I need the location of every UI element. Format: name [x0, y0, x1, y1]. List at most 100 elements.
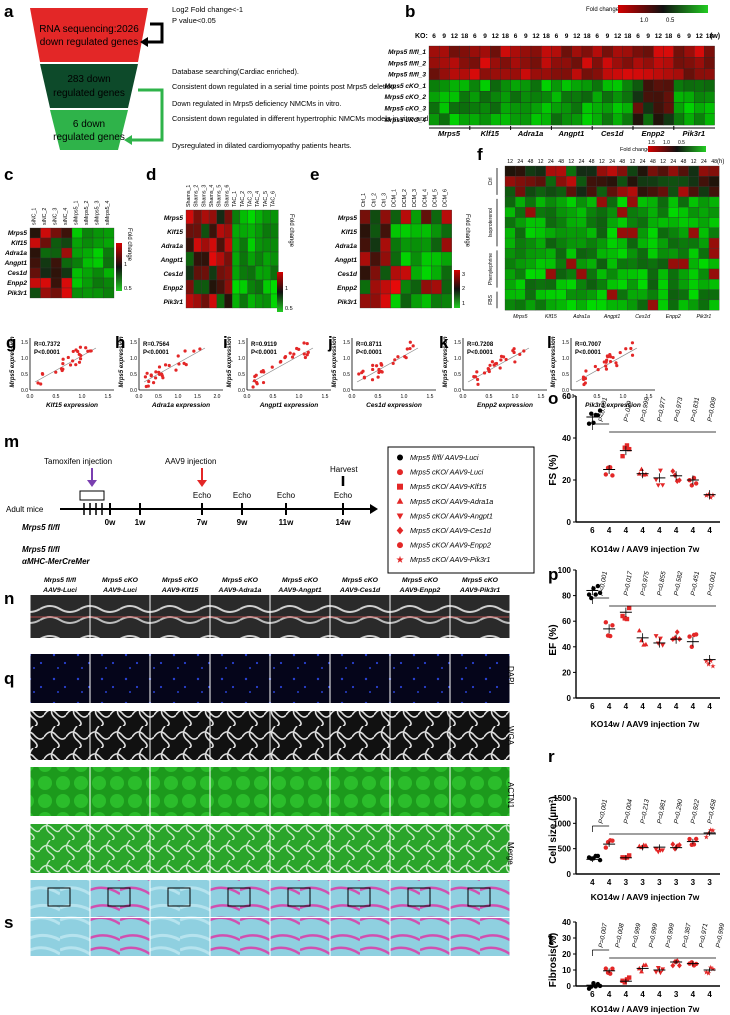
he-cell	[410, 237, 422, 253]
legend-group-6: Mrps5 cKO/ AAV9-Enpp2	[410, 541, 491, 550]
hb-cell	[428, 79, 440, 92]
corr-point	[377, 367, 381, 372]
hb-cell	[612, 68, 623, 81]
hf-cell	[637, 258, 648, 270]
hf-cell	[525, 196, 536, 208]
siriusred-zoom-image	[150, 918, 210, 956]
hf-cell	[576, 217, 587, 228]
he-cell	[441, 223, 452, 239]
corr-point	[393, 358, 397, 362]
he-cell	[380, 293, 391, 309]
he-legend-title: Fold change	[464, 214, 470, 248]
timeline-ticks: 0w 1w 7w 9w 11w 14w Echo Echo Echo Echo	[83, 491, 353, 527]
corr-ytick: 1.5	[130, 340, 137, 346]
hb-time-4: 6	[473, 33, 477, 40]
corr-point	[493, 362, 497, 366]
hf-cell	[668, 227, 679, 239]
hb-legend-t0: 1.0	[640, 18, 649, 24]
chart-xlabel: KO14w / AAV9 injection 7w	[591, 544, 700, 554]
hf-cell	[617, 268, 628, 280]
hf-cell	[708, 227, 720, 239]
wga-image	[450, 711, 510, 760]
hf-cell	[657, 176, 669, 187]
corr-point	[255, 380, 259, 385]
corr-r: R=0.9119	[251, 342, 278, 348]
hb-cell	[663, 91, 674, 103]
corr-point	[71, 349, 75, 354]
chart-point	[710, 966, 716, 972]
hb-cell	[632, 57, 644, 69]
hf-cell	[688, 237, 699, 249]
corr-point	[475, 377, 480, 382]
corr-point	[84, 346, 88, 350]
hf-group-0: Ctrl	[488, 178, 494, 186]
hf-time-12: 12	[630, 159, 636, 165]
dapi-image	[150, 654, 210, 703]
corr-point	[36, 381, 40, 385]
hb-cell	[459, 113, 470, 126]
hf-cell	[637, 237, 648, 249]
corr-point	[295, 346, 299, 351]
chart-point	[708, 494, 714, 500]
corr-point	[408, 340, 412, 344]
chart-n: 4	[657, 990, 662, 999]
img-col-header-l1-3: Mrps5 cKO	[222, 577, 259, 584]
hf-time-3: 12	[538, 159, 544, 165]
timeline-tick-5: 14w	[335, 518, 351, 527]
hb-cell	[490, 57, 501, 69]
hf-cell	[586, 268, 597, 280]
hb-cell	[530, 45, 542, 58]
hf-cell	[535, 268, 546, 280]
hc-row-4: Ces1d	[7, 270, 28, 277]
hf-cell	[515, 237, 526, 249]
hb-cell	[459, 102, 470, 114]
hf-time-10: 24	[609, 159, 615, 165]
hb-cell	[530, 91, 542, 103]
hf-cell	[504, 237, 516, 249]
hb-cell	[490, 79, 501, 92]
mouse2-label: Mrps5 fl/fl	[22, 545, 61, 554]
hc-legend-t1: 0.5	[124, 286, 132, 292]
corr-panel-k: k R=0.7208 P<0.0001 0.0 0.5 1.0 1.5 0.0 0.5 1.0 1.…	[439, 333, 547, 409]
corr-point	[261, 368, 265, 373]
hd-cell	[239, 293, 248, 309]
hf-cell	[627, 176, 638, 187]
corr-point	[499, 354, 504, 358]
hf-cell	[525, 289, 536, 301]
legend-marker-3	[396, 497, 404, 504]
chart-point	[703, 658, 710, 664]
corr-ytick: 0.0	[343, 388, 350, 394]
he-cell	[431, 251, 442, 267]
hf-cell	[647, 186, 659, 198]
corr-xtick: 1.0	[512, 394, 519, 400]
hf-cell	[525, 268, 536, 280]
hb-cell	[683, 113, 695, 126]
corr-point	[157, 365, 162, 369]
hb-cell	[520, 113, 532, 126]
hf-time-7: 24	[579, 159, 585, 165]
hf-cell	[708, 176, 720, 187]
corr-point	[608, 353, 612, 357]
corr-point	[362, 376, 367, 380]
chart-point	[636, 627, 642, 633]
siriusred-image	[270, 880, 330, 917]
he-cell	[390, 265, 401, 281]
hc-row-2: Adra1a	[4, 250, 27, 257]
chart-pvalue: P=0.855	[656, 570, 667, 596]
hb-gene-1: Klf15	[481, 129, 500, 138]
hc-cell	[40, 227, 52, 239]
hb-cell	[500, 79, 511, 92]
funnel-top-line2: down regulated genes	[40, 37, 138, 48]
hd-cell	[193, 293, 202, 309]
hc-cell	[92, 247, 104, 259]
chart-ytick-label: 40	[562, 434, 571, 443]
hf-cell	[555, 196, 567, 208]
hf-cell	[637, 207, 648, 218]
corr-point	[160, 372, 164, 376]
hf-cell	[688, 207, 699, 218]
hf-cell	[606, 186, 618, 198]
hf-cell	[678, 196, 689, 208]
hb-cell	[694, 113, 705, 126]
hf-cell	[657, 165, 669, 177]
hf-cell	[555, 207, 567, 218]
